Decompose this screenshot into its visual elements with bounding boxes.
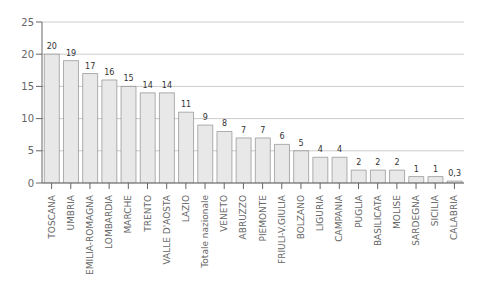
svg-text:11: 11 — [181, 100, 191, 109]
svg-text:TRENTO: TRENTO — [143, 195, 153, 233]
svg-text:0: 0 — [28, 178, 34, 189]
svg-text:19: 19 — [66, 49, 76, 58]
svg-text:MARCHE: MARCHE — [123, 195, 133, 234]
svg-text:17: 17 — [85, 62, 95, 71]
svg-text:9: 9 — [203, 113, 208, 122]
svg-text:VENETO: VENETO — [219, 195, 229, 232]
svg-text:PIEMONTE: PIEMONTE — [258, 195, 268, 242]
svg-text:VALLE D'AOSTA: VALLE D'AOSTA — [162, 194, 172, 264]
svg-text:EMILIA-ROMAGNA: EMILIA-ROMAGNA — [85, 194, 95, 275]
svg-text:6: 6 — [279, 132, 284, 141]
svg-text:Totale nazionale: Totale nazionale — [200, 195, 210, 269]
svg-text:16: 16 — [104, 68, 114, 77]
svg-text:2: 2 — [356, 158, 361, 167]
svg-text:1: 1 — [433, 165, 438, 174]
svg-text:CAMPANIA: CAMPANIA — [334, 194, 344, 242]
svg-text:BASILICATA: BASILICATA — [373, 194, 383, 246]
svg-text:FRIULI-V.GIULIA: FRIULI-V.GIULIA — [277, 194, 287, 264]
svg-text:2: 2 — [395, 158, 400, 167]
svg-text:PUGLIA: PUGLIA — [354, 194, 364, 228]
svg-text:15: 15 — [21, 81, 34, 92]
svg-text:MOLISE: MOLISE — [392, 195, 402, 229]
svg-text:5: 5 — [299, 139, 304, 148]
svg-text:20: 20 — [47, 42, 57, 51]
svg-text:LIGURIA: LIGURIA — [315, 194, 325, 231]
svg-text:7: 7 — [241, 126, 246, 135]
svg-text:5: 5 — [28, 145, 34, 156]
svg-text:0,3: 0,3 — [448, 169, 461, 178]
svg-text:4: 4 — [337, 145, 342, 154]
svg-text:4: 4 — [318, 145, 323, 154]
svg-text:TOSCANA: TOSCANA — [47, 194, 57, 239]
svg-text:15: 15 — [123, 74, 133, 83]
svg-text:20: 20 — [21, 49, 34, 60]
svg-text:10: 10 — [21, 113, 34, 124]
svg-text:LOMBARDIA: LOMBARDIA — [104, 194, 114, 249]
svg-text:LAZIO: LAZIO — [181, 195, 191, 222]
svg-text:SARDEGNA: SARDEGNA — [411, 194, 421, 246]
svg-text:2: 2 — [375, 158, 380, 167]
svg-text:8: 8 — [222, 119, 227, 128]
svg-text:CALABRIA: CALABRIA — [449, 194, 459, 240]
svg-text:UMBRIA: UMBRIA — [66, 194, 76, 230]
svg-text:SICILIA: SICILIA — [430, 194, 440, 226]
svg-text:1: 1 — [414, 165, 419, 174]
svg-text:7: 7 — [260, 126, 265, 135]
svg-text:ABRUZZO: ABRUZZO — [238, 195, 248, 239]
svg-text:25: 25 — [21, 17, 34, 28]
svg-text:14: 14 — [143, 81, 153, 90]
svg-text:14: 14 — [162, 81, 172, 90]
svg-text:BOLZANO: BOLZANO — [296, 195, 306, 239]
